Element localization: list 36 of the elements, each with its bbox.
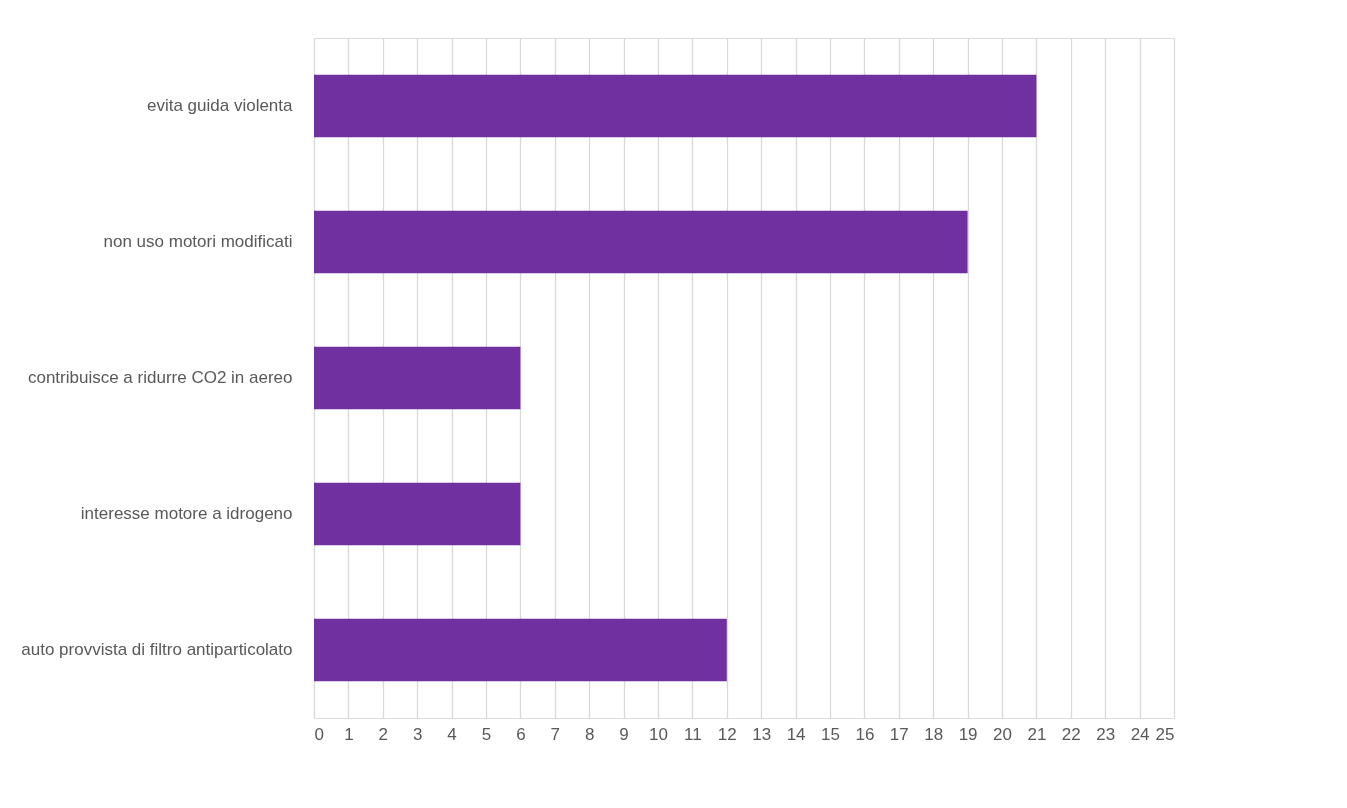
x-tick-label: 1 — [344, 724, 354, 744]
y-tick-label: contribuisce a ridurre CO2 in aereo — [27, 368, 293, 387]
y-tick-label: evita guida violenta — [146, 96, 294, 115]
x-tick-label: 15 — [821, 724, 840, 744]
bar — [314, 346, 521, 410]
x-tick-label: 22 — [1061, 724, 1081, 744]
x-tick-label: 7 — [550, 724, 561, 744]
x-tick-label: 6 — [516, 724, 526, 744]
x-tick-label: 25 — [1155, 724, 1175, 744]
x-tick-label: 23 — [1096, 724, 1116, 744]
x-tick-label: 16 — [855, 724, 875, 744]
bar — [314, 482, 521, 546]
x-tick-label: 0 — [314, 724, 324, 744]
y-tick-label: auto provvista di filtro antiparticolato — [21, 640, 293, 659]
x-tick-label: 19 — [958, 724, 978, 744]
x-tick-label: 3 — [412, 724, 423, 744]
x-tick-label: 8 — [584, 724, 595, 744]
x-tick-label: 18 — [924, 724, 944, 744]
x-tick-label: 12 — [717, 724, 737, 744]
y-tick-label: non uso motori modificati — [103, 232, 293, 251]
y-tick-label: interesse motore a idrogeno — [80, 504, 293, 523]
x-tick-label: 20 — [993, 724, 1012, 744]
bar — [314, 74, 1037, 138]
x-tick-label: 4 — [447, 724, 457, 744]
x-tick-label: 21 — [1027, 724, 1047, 744]
bar — [314, 210, 968, 274]
x-tick-label: 17 — [889, 724, 909, 744]
bar — [314, 618, 727, 682]
x-tick-label: 11 — [684, 724, 702, 744]
x-tick-label: 14 — [786, 724, 806, 744]
x-tick-label: 9 — [619, 724, 629, 744]
x-tick-label: 5 — [481, 724, 492, 744]
x-tick-label: 10 — [649, 724, 668, 744]
x-tick-label: 2 — [378, 724, 389, 744]
x-tick-label: 24 — [1130, 724, 1150, 744]
x-tick-label: 13 — [752, 724, 772, 744]
